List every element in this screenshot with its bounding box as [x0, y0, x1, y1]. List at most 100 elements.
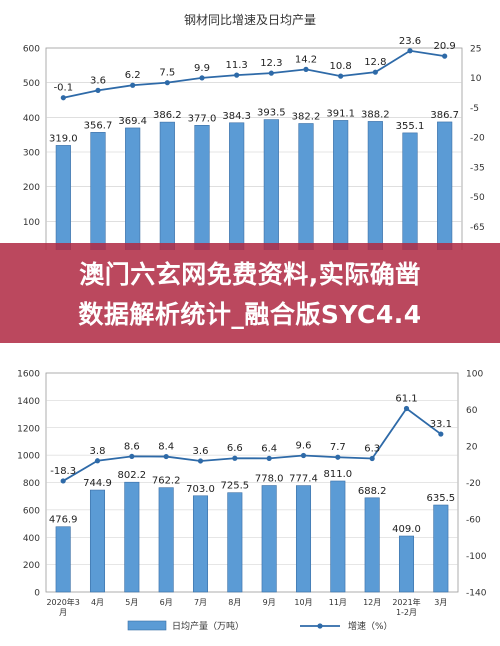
line-point — [60, 95, 66, 101]
x-tick-label: 4月 — [91, 598, 104, 607]
line-point — [407, 48, 413, 54]
x-tick-label: 8月 — [228, 598, 241, 607]
line-value-label: 33.1 — [430, 419, 452, 430]
bar — [125, 127, 141, 250]
bar-value-label: 393.5 — [257, 108, 286, 119]
bar — [124, 481, 140, 593]
line-value-label: 6.6 — [227, 443, 243, 454]
y2-tick-label: -20 — [470, 134, 485, 144]
series-line — [63, 49, 445, 99]
bar-value-label: 369.4 — [118, 116, 147, 127]
bar — [227, 492, 243, 593]
line-value-label: -0.1 — [54, 83, 74, 94]
y2-tick-label: 60 — [466, 406, 478, 416]
bar-value-label: 355.1 — [396, 121, 425, 132]
line-value-label: 11.3 — [226, 60, 248, 71]
x-tick-label: 2021年 1-2月 — [392, 597, 420, 617]
y2-tick-label: 10 — [470, 74, 482, 84]
x-tick-label: 10月 — [294, 598, 312, 607]
line-value-label: 14.2 — [295, 54, 317, 65]
line-point — [338, 73, 344, 79]
line-point — [163, 453, 169, 460]
line-point — [303, 66, 309, 72]
y-tick-label: 400 — [23, 114, 40, 124]
bar — [330, 480, 346, 593]
overlay-banner: 澳门六玄网免费资料,实际确凿 数据解析统计_融合版SYC4.4 — [0, 243, 500, 343]
bar-value-label: 356.7 — [84, 120, 113, 131]
bar — [298, 123, 314, 250]
chart-top: 钢材同比增速及日均产量01002003004005006002510-5-20-… — [23, 13, 485, 250]
banner-line-1: 澳门六玄网免费资料,实际确凿 — [79, 260, 421, 289]
y2-tick-label: -20 — [466, 479, 481, 489]
line-value-label: 9.6 — [296, 440, 312, 451]
y-tick-label: 600 — [23, 506, 40, 516]
bar — [263, 119, 279, 250]
line-point — [438, 431, 444, 437]
line-value-label: 7.7 — [330, 442, 346, 453]
bar — [402, 132, 418, 250]
bar — [229, 122, 245, 250]
x-tick-label: 5月 — [125, 598, 138, 607]
bar-value-label: 384.3 — [222, 111, 251, 122]
line-point — [129, 453, 135, 460]
bar-value-label: 388.2 — [361, 109, 390, 120]
chart-bottom: 0 200 400 600 800 1000 1200 1400 1600 100 60 20 -20 -… — [17, 370, 487, 633]
bar-value-label: 802.2 — [118, 470, 147, 481]
bar-value-label: 762.2 — [152, 476, 181, 487]
y2-tick-label: 20 — [466, 443, 478, 453]
line-point — [335, 454, 341, 460]
y-tick-label: 1400 — [17, 397, 40, 407]
y2-tick-label: -35 — [470, 163, 485, 173]
y-tick-label: 400 — [23, 534, 40, 544]
bar — [89, 489, 106, 593]
line-point — [60, 478, 66, 484]
bar-value-label: 391.1 — [326, 108, 355, 119]
bar-value-label: 635.5 — [427, 493, 456, 504]
y2-tick-label: -60 — [466, 516, 481, 526]
bar-value-label: 725.5 — [221, 481, 250, 492]
bar-value-label: 777.4 — [289, 474, 318, 485]
line-point — [266, 455, 272, 462]
bar-value-label: 382.2 — [292, 112, 321, 123]
banner-line-2: 数据解析统计_融合版SYC4.4 — [78, 300, 422, 329]
y2-tick-label: -5 — [470, 104, 479, 114]
legend-line-label: 增速（%） — [348, 620, 393, 632]
line-point — [94, 458, 101, 464]
y-tick-label: 0 — [34, 589, 40, 599]
line-value-label: 61.1 — [395, 393, 417, 404]
bar — [55, 526, 71, 593]
line-point — [164, 80, 170, 86]
line-point — [234, 72, 240, 78]
series-line — [62, 407, 442, 482]
x-tick-label: 12月 — [363, 598, 381, 607]
legend-line-marker — [317, 623, 323, 629]
line-point — [199, 75, 205, 81]
bar — [433, 504, 449, 593]
line-point — [300, 452, 307, 459]
y-tick-label: 300 — [23, 149, 40, 159]
line-point — [268, 70, 274, 76]
bar — [158, 487, 174, 593]
x-tick-label: 11月 — [329, 598, 347, 607]
x-tick-label: 3月 — [434, 598, 447, 607]
line-value-label: 10.8 — [330, 61, 352, 72]
y-tick-label: 200 — [23, 183, 40, 193]
x-tick-label: 6月 — [160, 598, 173, 607]
y2-tick-label: -100 — [466, 552, 487, 562]
plot-frame — [45, 47, 463, 250]
bar-value-label: 409.0 — [392, 524, 421, 535]
bar — [398, 535, 415, 593]
bar — [364, 497, 380, 593]
bar-value-label: 778.0 — [255, 474, 284, 485]
line-value-label: 23.6 — [399, 36, 421, 47]
bar — [192, 495, 209, 593]
bar-value-label: 688.2 — [358, 486, 387, 497]
y-tick-label: 1000 — [17, 452, 40, 462]
bar-value-label: 811.0 — [324, 469, 353, 480]
y-tick-label: 1200 — [17, 424, 40, 434]
line-value-label: 8.6 — [124, 441, 140, 452]
bar — [55, 145, 71, 250]
line-value-label: 3.6 — [90, 75, 106, 86]
line-point — [442, 53, 448, 59]
bar — [159, 121, 175, 250]
